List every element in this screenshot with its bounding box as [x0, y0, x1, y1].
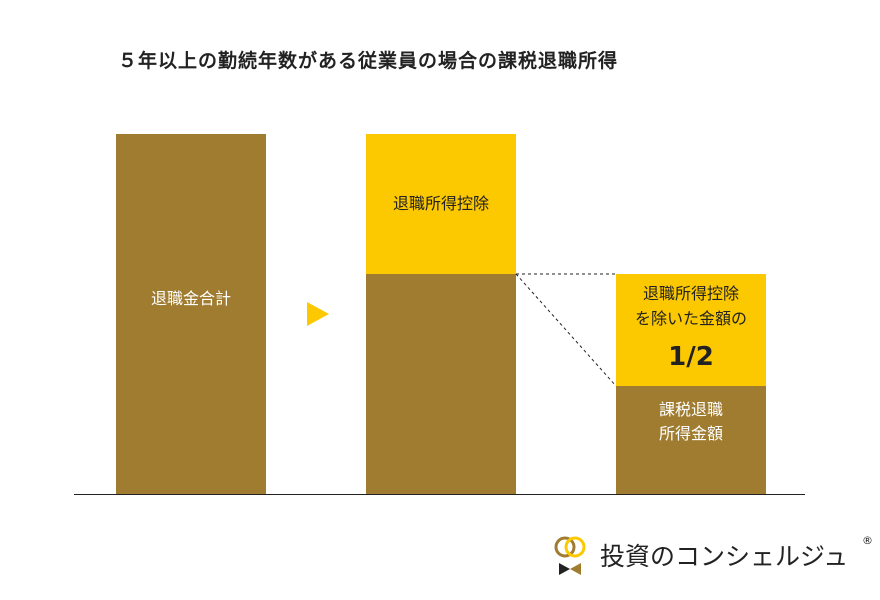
taxable-income-block: 課税退職 所得金額 — [616, 386, 766, 494]
taxable-label-line1: 課税退職 — [658, 400, 723, 419]
total-retirement-bar: 退職金合計 — [116, 134, 266, 494]
baseline — [74, 494, 805, 495]
deduction-label: 退職所得控除 — [392, 194, 489, 213]
half-label-line1: 退職所得控除 — [642, 284, 739, 303]
diagram-title: ５年以上の勤続年数がある従業員の場合の課税退職所得 — [118, 50, 619, 72]
half-label-line2: を除いた金額の — [634, 309, 747, 328]
deduction-block: 退職所得控除 — [366, 134, 516, 274]
logo-text: 投資のコンシェルジュ — [600, 542, 849, 571]
taxable-label-line2: 所得金額 — [658, 424, 723, 443]
remainder-block — [366, 274, 516, 494]
registered-mark: ® — [862, 534, 873, 547]
rings-logo-icon — [554, 536, 586, 575]
triangle-right-icon — [307, 302, 329, 326]
total-retirement-label: 退職金合計 — [150, 289, 231, 308]
half-explanation-block: 退職所得控除 を除いた金額の 1/2 — [616, 274, 766, 386]
fraction-value: 1/2 — [668, 342, 714, 372]
